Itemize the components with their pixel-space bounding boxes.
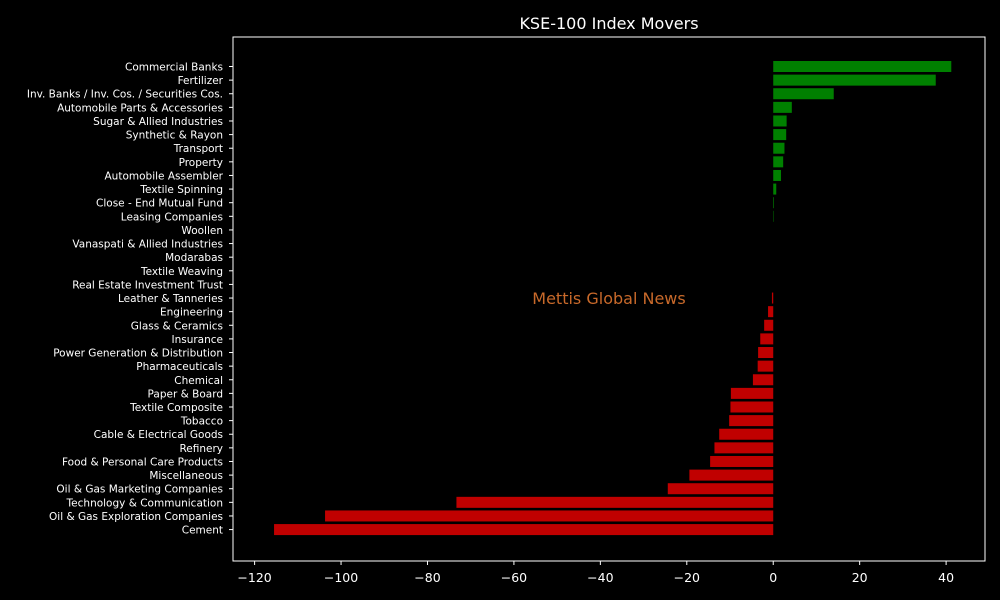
category-label: Real Estate Investment Trust — [72, 279, 223, 291]
bar — [773, 61, 952, 72]
category-label: Miscellaneous — [149, 470, 223, 482]
category-label: Woollen — [181, 225, 223, 237]
bar — [719, 428, 774, 440]
bar — [773, 183, 777, 195]
bar — [773, 74, 936, 86]
bar — [760, 333, 774, 345]
category-label: Synthetic & Rayon — [126, 130, 223, 142]
category-label: Textile Weaving — [140, 266, 223, 278]
bar — [773, 115, 787, 127]
category-label: Leather & Tanneries — [118, 293, 223, 305]
x-tick-label: 40 — [938, 570, 954, 585]
x-axis-ticks: −120 −100 −80 −60 −40 −20 0 20 40 — [237, 561, 954, 585]
bar — [773, 142, 785, 154]
bar — [667, 483, 774, 495]
bar — [752, 374, 774, 386]
category-label: Transport — [173, 143, 223, 155]
bar — [325, 510, 774, 522]
bar — [773, 169, 782, 181]
bar — [758, 347, 774, 359]
category-label: Modarabas — [165, 252, 223, 264]
bar — [768, 306, 774, 318]
bar — [689, 469, 774, 481]
bar — [771, 292, 774, 304]
category-label: Oil & Gas Exploration Companies — [49, 511, 223, 523]
category-label: Close - End Mutual Fund — [96, 198, 223, 210]
category-label: Vanaspati & Allied Industries — [72, 239, 223, 251]
bar — [773, 88, 834, 100]
category-label: Paper & Board — [148, 388, 223, 400]
category-label: Food & Personal Care Products — [62, 456, 223, 468]
category-label: Sugar & Allied Industries — [93, 116, 223, 128]
category-label: Inv. Banks / Inv. Cos. / Securities Cos. — [27, 89, 223, 101]
category-label: Glass & Ceramics — [131, 320, 223, 332]
category-label: Textile Spinning — [139, 184, 223, 196]
watermark-text: Mettis Global News — [532, 289, 685, 308]
category-label: Property — [179, 157, 223, 169]
bar — [764, 319, 774, 331]
category-label: Textile Composite — [129, 402, 223, 414]
category-label: Power Generation & Distribution — [53, 348, 223, 360]
bar — [773, 129, 787, 141]
category-label: Technology & Communication — [66, 497, 223, 509]
x-tick-label: 0 — [769, 570, 777, 585]
bar — [730, 401, 774, 413]
bar — [714, 442, 774, 454]
x-tick-label: −40 — [587, 570, 613, 585]
x-tick-label: −20 — [674, 570, 700, 585]
category-label: Cable & Electrical Goods — [94, 429, 223, 441]
category-label: Cement — [182, 525, 223, 537]
bar — [730, 387, 774, 399]
category-label: Automobile Parts & Accessories — [57, 102, 223, 114]
bar — [773, 101, 792, 113]
bars-group — [274, 61, 952, 536]
x-tick-label: 20 — [852, 570, 868, 585]
bar — [729, 415, 774, 427]
bar — [274, 524, 774, 536]
plot-frame — [232, 36, 986, 562]
category-label: Oil & Gas Marketing Companies — [56, 484, 223, 496]
x-tick-label: −80 — [414, 570, 440, 585]
category-label: Engineering — [160, 307, 223, 319]
chart-title: KSE-100 Index Movers — [519, 14, 698, 33]
bar — [710, 455, 774, 467]
x-tick-label: −100 — [324, 570, 358, 585]
x-tick-label: −120 — [237, 570, 271, 585]
category-label: Fertilizer — [178, 75, 224, 87]
bar — [456, 496, 774, 508]
category-label: Pharmaceuticals — [136, 361, 223, 373]
category-label: Tobacco — [180, 416, 223, 428]
bar — [773, 197, 774, 209]
category-label: Insurance — [171, 334, 223, 346]
category-label: Chemical — [174, 375, 223, 387]
x-tick-label: −60 — [501, 570, 527, 585]
category-label: Commercial Banks — [125, 62, 223, 74]
bar — [757, 360, 774, 372]
category-label: Automobile Assembler — [105, 170, 224, 182]
bar — [773, 156, 784, 168]
category-label: Leasing Companies — [121, 211, 223, 223]
category-label: Refinery — [179, 443, 223, 455]
